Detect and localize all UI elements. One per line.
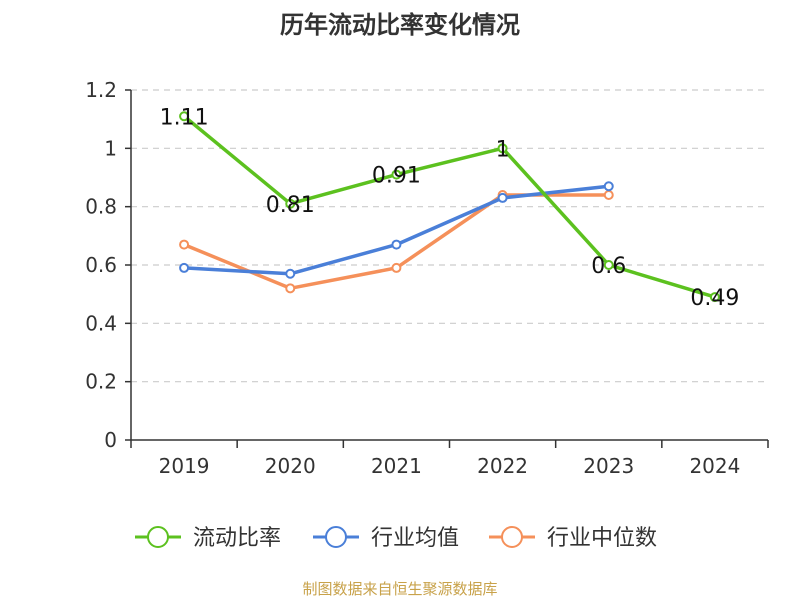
- grid-lines: [131, 89, 768, 383]
- x-tick-label: 2019: [159, 454, 210, 478]
- y-tick-label: 0.6: [85, 253, 117, 277]
- y-tick-label: 0.4: [85, 311, 117, 335]
- data-point-0: [391, 169, 402, 180]
- series-line-1: [184, 184, 609, 276]
- legend-item: 流动比率: [135, 526, 281, 551]
- series-line-0: [182, 114, 716, 299]
- y-tick-label: 0: [104, 428, 117, 452]
- y-tick-label: 1: [104, 136, 117, 160]
- data-label: 0.49: [690, 286, 739, 311]
- data-point-1: [391, 239, 402, 250]
- data-point-0: [179, 111, 190, 122]
- data-point-1: [603, 181, 614, 192]
- legend-marker: [147, 526, 169, 548]
- data-point-1: [285, 268, 296, 279]
- legend-item: 行业均值: [313, 526, 459, 551]
- data-point-2: [285, 283, 296, 294]
- series-layer: [179, 111, 720, 303]
- legend-label: 流动比率: [193, 526, 281, 551]
- legend-marker: [325, 526, 347, 548]
- chart-title: 历年流动比率变化情况: [280, 11, 520, 39]
- data-labels: 1.11 0.81 0.91 1 0.6 0.49: [160, 105, 740, 311]
- source-note: 制图数据来自恒生聚源数据库: [302, 580, 497, 598]
- x-tick-label: 2020: [265, 454, 316, 478]
- legend-item: 行业中位数: [489, 526, 657, 551]
- data-point-0: [709, 292, 720, 303]
- legend-label: 行业中位数: [547, 526, 657, 551]
- x-tick-label: 2024: [689, 454, 740, 478]
- x-tick-label: 2021: [371, 454, 422, 478]
- data-point-0: [285, 198, 296, 209]
- data-label: 0.6: [591, 254, 626, 279]
- x-tick-label: 2022: [477, 454, 528, 478]
- data-point-1: [179, 262, 190, 273]
- legend-marker: [501, 526, 523, 548]
- data-label: 1.11: [160, 105, 209, 130]
- y-tick-label: 0.2: [85, 370, 117, 394]
- data-label: 1: [496, 137, 510, 162]
- data-label: 0.81: [266, 193, 315, 218]
- data-point-2: [391, 262, 402, 273]
- data-point-0: [603, 260, 614, 270]
- data-label: 0.91: [372, 164, 421, 189]
- data-point-2: [179, 239, 190, 250]
- data-point-2: [603, 190, 614, 200]
- data-point-0: [497, 143, 508, 154]
- legend: 流动比率 行业均值 行业中位数: [135, 526, 657, 551]
- y-tick-label: 0.8: [85, 195, 117, 219]
- data-point-1: [497, 192, 508, 203]
- x-tick-label: 2023: [583, 454, 634, 478]
- y-tick-label: 1.2: [85, 78, 117, 102]
- legend-label: 行业均值: [371, 526, 459, 551]
